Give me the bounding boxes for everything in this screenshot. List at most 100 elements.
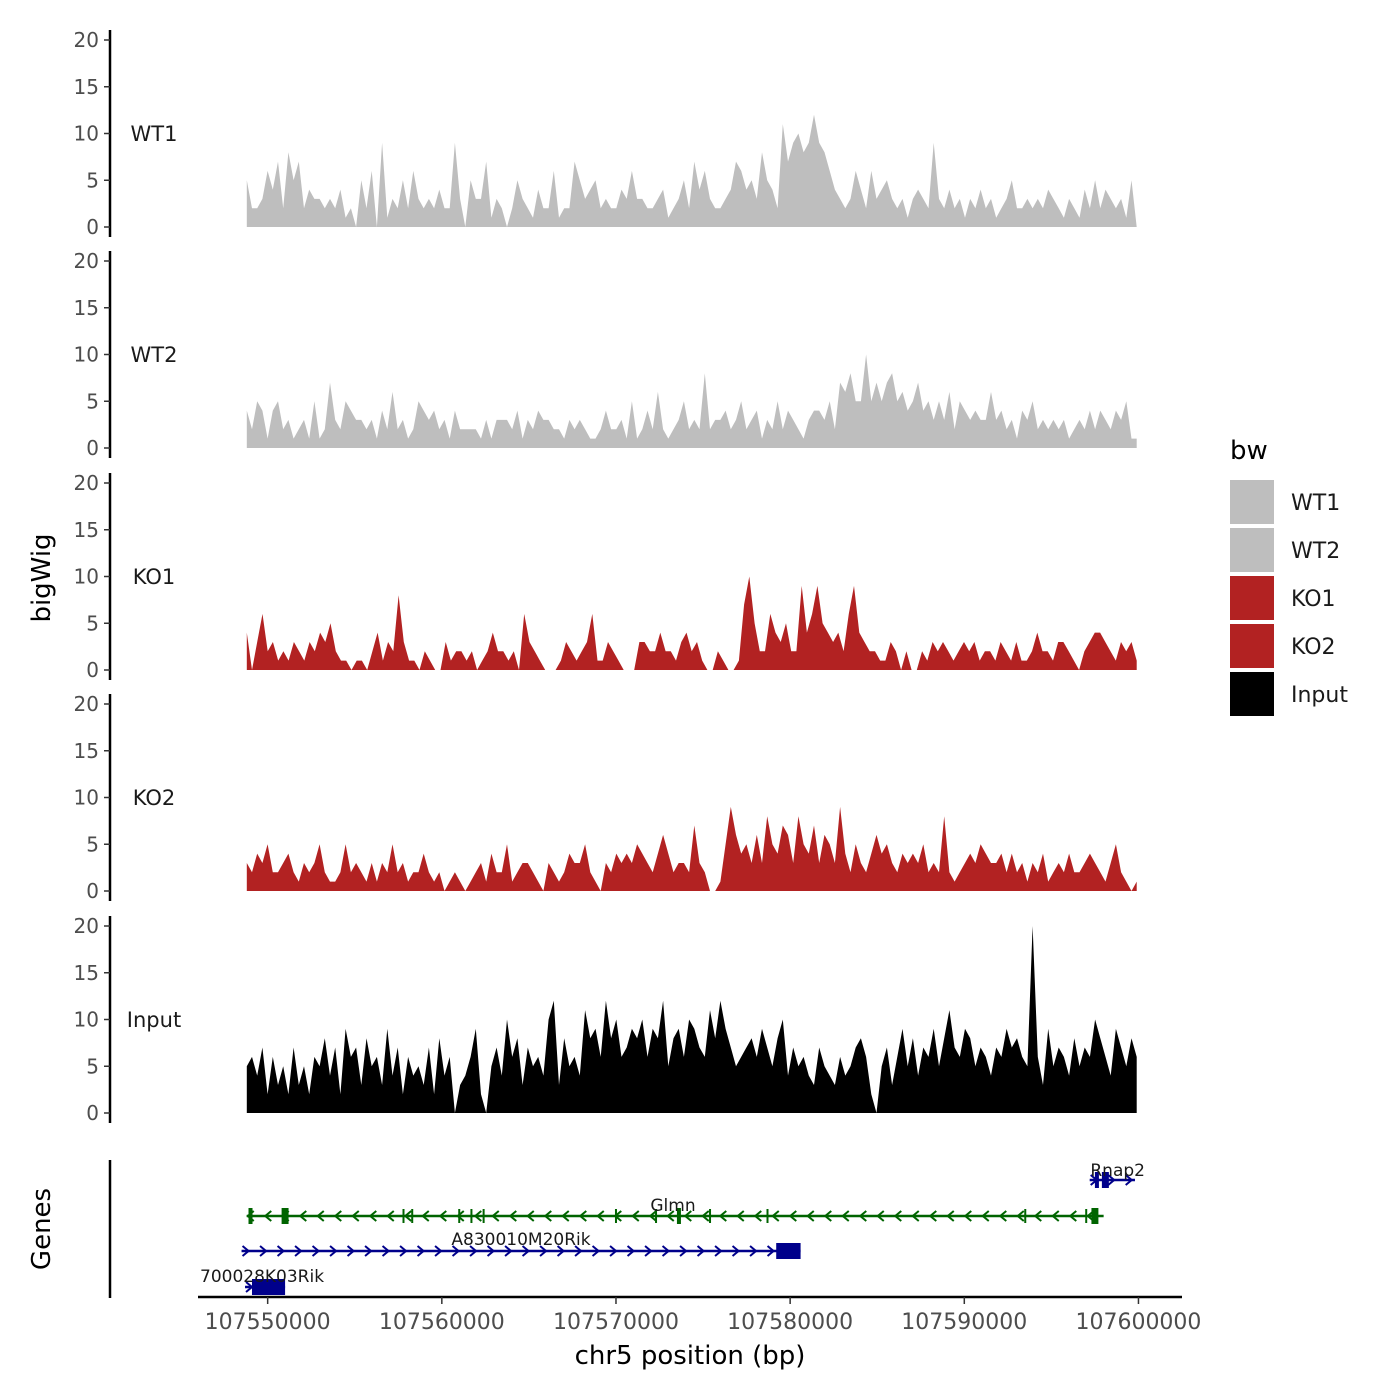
exon (281, 1208, 289, 1224)
strand-chevron (333, 1210, 342, 1222)
x-tick-label: 107560000 (379, 1310, 505, 1335)
y-tick-label: 10 (74, 1008, 99, 1032)
strand-chevron (714, 1245, 723, 1257)
area-wt1 (246, 114, 1137, 227)
y-tick-label: 20 (74, 471, 99, 495)
y-tick-label: 15 (74, 739, 99, 763)
strand-chevron (1051, 1210, 1060, 1222)
y-tick-label: 0 (86, 1101, 99, 1125)
strand-chevron (298, 1210, 307, 1222)
strand-chevron (631, 1210, 640, 1222)
strand-chevron (539, 1245, 548, 1257)
legend-swatch-wt2 (1230, 528, 1274, 572)
y-tick-label: 0 (86, 658, 99, 682)
legend-swatch-wt1 (1230, 480, 1274, 524)
strand-chevron (626, 1245, 636, 1257)
strand-chevron (1125, 1174, 1134, 1186)
area-ko1 (246, 576, 1137, 670)
strand-chevron (456, 1210, 465, 1222)
legend-label-input: Input (1291, 683, 1348, 708)
y-axis-title: bigWig (27, 533, 57, 622)
strand-chevron (276, 1245, 286, 1257)
strand-chevron (963, 1210, 972, 1222)
gene-track: Rnap2 Glmn A830010M20Rik 700028K03Rik (108, 1160, 1145, 1298)
strand-chevron (928, 1210, 937, 1222)
exon (776, 1243, 801, 1259)
x-tick-label: 107600000 (1075, 1310, 1201, 1335)
strand-chevron (788, 1210, 797, 1222)
gene-label-7000028k03rik: 700028K03Rik (200, 1267, 324, 1287)
y-tick-label: 0 (86, 879, 99, 903)
strand-chevron (508, 1210, 517, 1222)
strand-chevron (346, 1245, 356, 1257)
track-input: 0 5 10 15 20 Input (74, 914, 1137, 1125)
strand-chevron (438, 1210, 447, 1222)
legend-swatch-input (1230, 672, 1274, 716)
strand-chevron (316, 1210, 325, 1222)
y-tick-label: 15 (74, 296, 99, 320)
strand-chevron (486, 1245, 496, 1257)
x-axis-title: chr5 position (bp) (575, 1341, 806, 1371)
strand-chevron (731, 1245, 741, 1257)
strand-chevron (526, 1210, 535, 1222)
genes-axis-title: Genes (27, 1188, 57, 1270)
strand-chevron (683, 1210, 692, 1222)
strand-chevron (1033, 1210, 1042, 1222)
gene-label-glmn: Glmn (650, 1196, 695, 1216)
strand-chevron (701, 1210, 710, 1222)
gene-a830010m20rik: A830010M20Rik (241, 1230, 801, 1259)
strand-chevron (823, 1210, 832, 1222)
gene-label-rnap2: Rnap2 (1090, 1161, 1145, 1181)
strand-chevron (661, 1245, 671, 1257)
strand-chevron (1016, 1210, 1025, 1222)
y-tick-label: 20 (74, 914, 99, 938)
strand-chevron (504, 1245, 513, 1257)
legend-label-ko1: KO1 (1291, 587, 1336, 612)
strand-chevron (386, 1210, 395, 1222)
exon (676, 1208, 681, 1224)
y-tick-label: 10 (74, 343, 99, 367)
legend-label-wt1: WT1 (1291, 491, 1340, 516)
strand-chevron (644, 1245, 653, 1257)
strand-chevron (263, 1210, 272, 1222)
strand-chevron (421, 1210, 430, 1222)
legend-label-ko2: KO2 (1291, 635, 1336, 660)
legend-swatch-ko2 (1230, 624, 1274, 668)
y-tick-label: 20 (74, 692, 99, 716)
exon (251, 1279, 286, 1295)
legend-title: bw (1230, 436, 1268, 466)
y-tick-label: 10 (74, 786, 99, 810)
track-label-wt1: WT1 (131, 122, 178, 146)
track-label-ko2: KO2 (133, 786, 176, 810)
strand-chevron (311, 1245, 321, 1257)
strand-chevron (543, 1210, 552, 1222)
track-label-input: Input (127, 1008, 181, 1032)
strand-chevron (766, 1245, 776, 1257)
strand-chevron (591, 1245, 601, 1257)
y-tick-label: 15 (74, 961, 99, 985)
exon (1094, 1172, 1099, 1188)
y-tick-label: 10 (74, 565, 99, 589)
track-label-ko1: KO1 (133, 565, 176, 589)
y-tick-label: 5 (86, 168, 99, 192)
strand-chevron (469, 1245, 478, 1257)
y-tick-label: 5 (86, 611, 99, 635)
strand-chevron (679, 1245, 688, 1257)
y-tick-label: 15 (74, 75, 99, 99)
strand-chevron (893, 1210, 902, 1222)
area-wt2 (246, 354, 1137, 448)
strand-chevron (556, 1245, 566, 1257)
strand-chevron (399, 1245, 408, 1257)
x-axis: 107550000 107560000 107570000 107580000 1075… (198, 1295, 1201, 1335)
strand-chevron (381, 1245, 391, 1257)
area-input (246, 926, 1137, 1113)
y-tick-label: 15 (74, 518, 99, 542)
strand-chevron (666, 1210, 675, 1222)
strand-chevron (946, 1210, 955, 1222)
strand-chevron (351, 1210, 360, 1222)
track-wt2: 0 5 10 15 20 WT2 (74, 249, 1137, 460)
strand-chevron (858, 1210, 867, 1222)
y-tick-label: 10 (74, 122, 99, 146)
legend-swatch-ko1 (1230, 576, 1274, 620)
strand-chevron (753, 1210, 762, 1222)
